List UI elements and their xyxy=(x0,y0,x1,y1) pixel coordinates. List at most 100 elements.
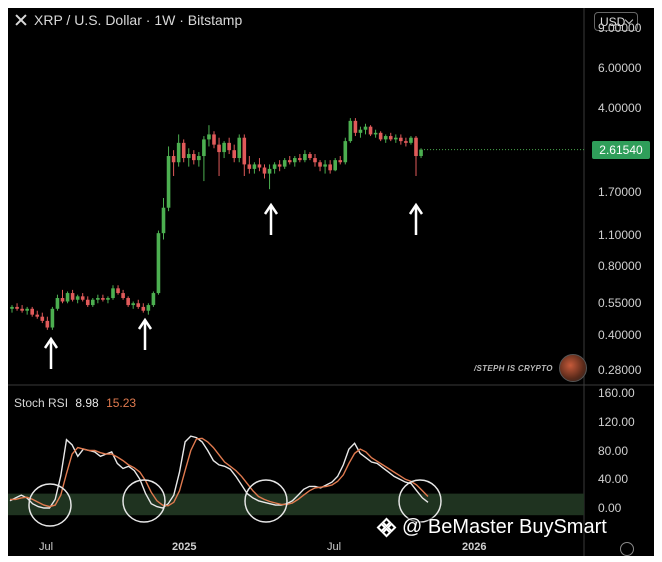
arrow-head xyxy=(263,202,279,215)
candle-body xyxy=(106,298,110,300)
candle-body xyxy=(237,137,242,159)
chart-header: XRP / U.S. Dollar · 1W · Bitstamp xyxy=(14,12,242,28)
candle-body xyxy=(25,308,29,311)
attribution-text: @ BeMaster BuySmart xyxy=(402,516,607,538)
stoch-tick-label: 160.00 xyxy=(598,386,635,400)
candle-body xyxy=(217,144,221,153)
candle-body xyxy=(131,303,135,306)
candle-body xyxy=(10,306,14,309)
candle-body xyxy=(101,298,105,300)
candle-body xyxy=(161,207,166,234)
time-tick-label: Jul xyxy=(39,541,54,553)
arrow-head xyxy=(408,202,424,215)
candle-body xyxy=(333,160,337,171)
stoch-series-d-line xyxy=(10,437,429,508)
settings-icon[interactable] xyxy=(620,542,634,556)
price-tick-label: 6.00000 xyxy=(598,60,642,75)
candle-body xyxy=(414,137,418,157)
candle-body xyxy=(383,136,388,140)
candle-body xyxy=(186,154,191,159)
candle-body xyxy=(247,164,252,169)
stoch-k-value: 8.98 xyxy=(75,396,99,410)
chart-frame: XRP / U.S. Dollar · 1W · Bitstamp USD 9.… xyxy=(8,8,654,556)
stoch-tick-label: 120.00 xyxy=(598,414,635,429)
candle-body xyxy=(399,137,403,142)
candle-body xyxy=(60,298,65,302)
up-arrow-icon xyxy=(263,202,279,235)
candle-body xyxy=(298,158,302,161)
price-tick-label: 9.00000 xyxy=(598,20,642,35)
candle-body xyxy=(70,293,75,300)
candle-body xyxy=(192,154,196,161)
candle-body xyxy=(368,126,373,135)
candle-body xyxy=(287,160,292,163)
candle-body xyxy=(267,168,272,174)
stoch-d-value: 15.23 xyxy=(106,396,137,410)
candle-body xyxy=(242,137,247,165)
candle-body xyxy=(75,296,80,300)
oversold-circle xyxy=(398,479,442,523)
chart-canvas[interactable] xyxy=(8,8,654,556)
candle-body xyxy=(197,156,201,161)
candle-body xyxy=(343,141,348,163)
arrow-head xyxy=(43,336,59,349)
candle-body xyxy=(293,158,297,163)
candle-body xyxy=(272,164,277,169)
candle-body xyxy=(232,150,236,159)
candle-body xyxy=(50,308,55,328)
candle-body xyxy=(176,142,181,163)
candle-body xyxy=(171,156,176,163)
candle-body xyxy=(419,149,423,157)
candle-body xyxy=(96,298,100,300)
candle-body xyxy=(308,154,312,159)
oversold-circle xyxy=(28,483,72,527)
candle-body xyxy=(363,126,368,130)
candle-body xyxy=(202,139,206,157)
candle-body xyxy=(212,134,216,145)
candle-body xyxy=(35,314,40,317)
candle-body xyxy=(348,120,353,142)
candle-body xyxy=(222,142,226,153)
oversold-zone xyxy=(8,493,584,516)
price-tick-label: 0.28000 xyxy=(598,362,642,377)
attribution-overlay: @ BeMaster BuySmart xyxy=(376,516,607,539)
candle-body xyxy=(277,164,282,167)
last-price-badge: 2.61540 xyxy=(592,140,650,159)
time-tick-label: 2026 xyxy=(462,541,487,553)
candle-body xyxy=(45,320,50,328)
candle-body xyxy=(328,164,332,171)
currency-selector[interactable]: USD xyxy=(594,12,638,31)
candle-body xyxy=(318,162,322,167)
time-tick-label: 2025 xyxy=(172,541,197,553)
candle-body xyxy=(207,134,211,140)
candle-body xyxy=(126,298,130,306)
candle-body xyxy=(338,160,343,163)
author-watermark: /STEPH IS CRYPTO xyxy=(474,354,587,382)
candle-body xyxy=(166,156,171,208)
candle-body xyxy=(353,120,358,133)
up-arrow-icon xyxy=(408,202,424,235)
price-tick-label: 4.00000 xyxy=(598,100,642,115)
candle-body xyxy=(111,288,115,299)
watermark-logo-icon xyxy=(558,354,587,382)
close-icon[interactable] xyxy=(14,13,28,27)
candle-body xyxy=(373,132,378,135)
candle-body xyxy=(394,137,398,140)
stoch-rsi-legend: Stoch RSI 8.98 15.23 xyxy=(14,396,136,410)
time-tick-label: Jul xyxy=(327,541,342,553)
candle-body xyxy=(378,132,383,140)
candle-body xyxy=(323,164,327,167)
stoch-tick-label: 0.00 xyxy=(598,501,622,515)
candle-body xyxy=(404,141,408,143)
watermark-text: /STEPH IS CRYPTO xyxy=(474,363,553,373)
up-arrow-icon xyxy=(43,336,59,369)
candle-body xyxy=(91,299,95,306)
chart-title: XRP / U.S. Dollar · 1W · Bitstamp xyxy=(34,12,243,28)
candle-body xyxy=(227,142,231,151)
diamond-logo-icon xyxy=(376,517,397,537)
stoch-rsi-label: Stoch RSI xyxy=(14,396,69,410)
candle-body xyxy=(85,299,90,306)
candle-body xyxy=(388,136,393,140)
price-tick-label: 0.55000 xyxy=(598,296,642,311)
candle-body xyxy=(80,296,85,300)
